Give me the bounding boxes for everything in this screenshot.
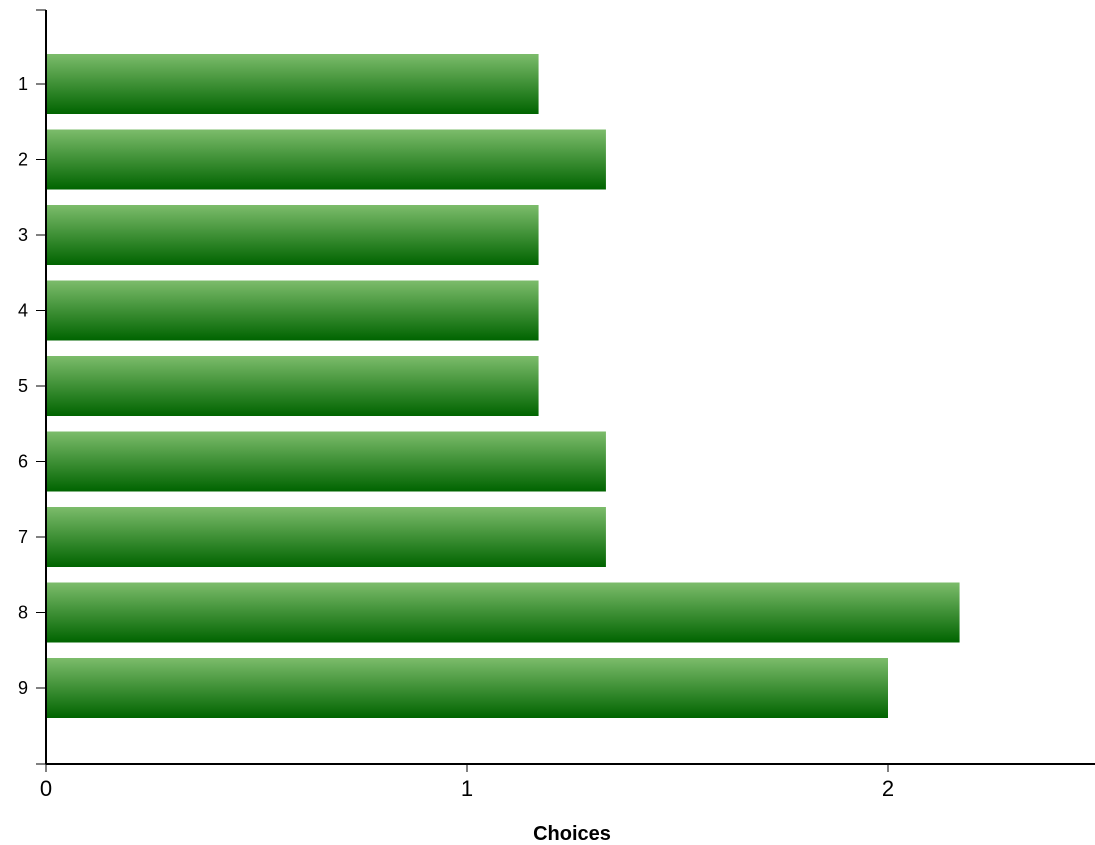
bar-1 — [46, 54, 539, 114]
x-tick-label-0: 0 — [40, 776, 52, 801]
bars-group — [46, 54, 960, 718]
bar-5 — [46, 356, 539, 416]
bar-2 — [46, 129, 606, 190]
bar-8 — [46, 582, 960, 643]
y-tick-label-7: 7 — [18, 527, 28, 547]
bar-6 — [46, 431, 606, 492]
bar-9 — [46, 658, 888, 718]
x-tick-label-2: 2 — [882, 776, 894, 801]
y-tick-label-4: 4 — [18, 301, 28, 321]
y-tick-label-8: 8 — [18, 603, 28, 623]
y-tick-label-9: 9 — [18, 678, 28, 698]
x-axis: 0 1 2 — [40, 763, 1095, 801]
y-axis: 1 2 3 4 5 6 7 8 9 — [18, 9, 47, 765]
y-tick-label-1: 1 — [18, 74, 28, 94]
x-tick-label-1: 1 — [461, 776, 473, 801]
y-tick-label-6: 6 — [18, 452, 28, 472]
y-tick-label-5: 5 — [18, 376, 28, 396]
bar-4 — [46, 280, 539, 341]
y-tick-label-2: 2 — [18, 150, 28, 170]
y-tick-label-3: 3 — [18, 225, 28, 245]
x-axis-label: Choices — [533, 823, 611, 845]
bar-3 — [46, 205, 539, 265]
bar-7 — [46, 507, 606, 567]
